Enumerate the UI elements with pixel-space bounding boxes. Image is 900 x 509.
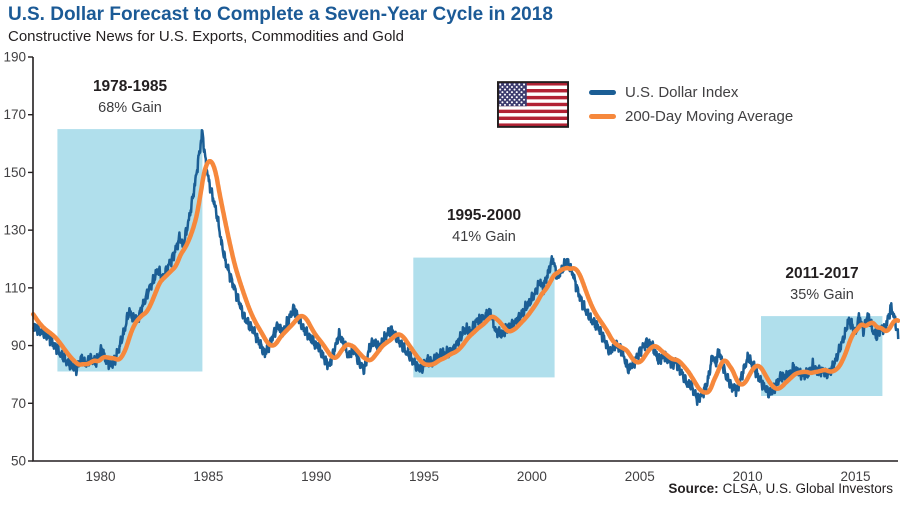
x-axis-label: 1985 bbox=[193, 469, 223, 484]
x-axis-label: 1980 bbox=[85, 469, 115, 484]
dollar-index-line-swatch bbox=[589, 90, 616, 95]
cycle-gain-label: 35% Gain bbox=[790, 287, 854, 303]
cycle-gain-label: 41% Gain bbox=[452, 229, 516, 245]
legend: U.S. Dollar Index 200-Day Moving Average bbox=[497, 81, 793, 128]
y-axis-label: 70 bbox=[11, 396, 26, 411]
cycle-years-label: 1995-2000 bbox=[446, 207, 522, 224]
x-axis-label: 1995 bbox=[409, 469, 439, 484]
source-note: Source: CLSA, U.S. Global Investors bbox=[668, 481, 893, 496]
y-axis-label: 110 bbox=[4, 280, 26, 295]
source-label: Source: bbox=[668, 481, 719, 496]
cycle-annotation: 2011-2017 35% Gain bbox=[785, 265, 858, 303]
moving-average-line-swatch bbox=[589, 114, 616, 119]
cycle-gain-label: 68% Gain bbox=[98, 100, 162, 116]
legend-label-dollar-index: U.S. Dollar Index bbox=[625, 84, 739, 101]
cycle-years-label: 2011-2017 bbox=[785, 265, 859, 282]
y-axis-label: 50 bbox=[11, 453, 26, 468]
source-text: CLSA, U.S. Global Investors bbox=[722, 481, 893, 496]
cycle-annotation: 1978-1985 68% Gain bbox=[93, 78, 167, 116]
x-axis-label: 2015 bbox=[840, 469, 870, 484]
x-axis-label: 2010 bbox=[733, 469, 763, 484]
y-axis-label: 90 bbox=[11, 338, 26, 353]
dollar-index-line bbox=[32, 128, 900, 406]
cycle-annotation: 1995-2000 41% Gain bbox=[447, 207, 521, 245]
cycle-years-label: 1978-1985 bbox=[92, 78, 168, 95]
y-axis-label: 190 bbox=[3, 50, 26, 65]
legend-item-moving-average: 200-Day Moving Average bbox=[589, 108, 793, 125]
legend-label-moving-average: 200-Day Moving Average bbox=[625, 108, 794, 125]
moving-average-line bbox=[30, 158, 900, 395]
y-axis-label: 170 bbox=[3, 107, 26, 122]
page-subtitle: Constructive News for U.S. Exports, Comm… bbox=[8, 28, 404, 45]
legend-item-dollar-index: U.S. Dollar Index bbox=[589, 84, 793, 101]
y-axis-label: 150 bbox=[3, 165, 26, 180]
page-title: U.S. Dollar Forecast to Complete a Seven… bbox=[8, 4, 553, 25]
legend-entries: U.S. Dollar Index 200-Day Moving Average bbox=[589, 84, 793, 125]
x-axis-label: 2000 bbox=[517, 469, 547, 484]
x-axis-label: 2005 bbox=[625, 469, 655, 484]
x-axis-label: 1990 bbox=[301, 469, 331, 484]
y-axis-label: 130 bbox=[3, 223, 26, 238]
us-flag-icon bbox=[497, 81, 569, 128]
